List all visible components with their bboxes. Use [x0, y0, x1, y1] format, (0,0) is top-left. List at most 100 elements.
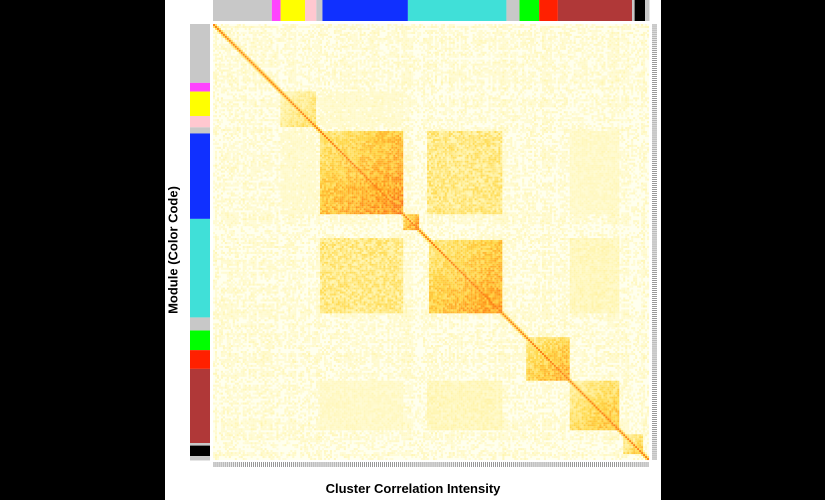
- heatmap-cell: [603, 64, 605, 66]
- heatmap-cell: [613, 48, 615, 50]
- heatmap-cell: [316, 30, 318, 32]
- heatmap-cell: [292, 40, 294, 42]
- heatmap-cell: [546, 42, 548, 44]
- heatmap-cell: [542, 60, 544, 62]
- heatmap-cell: [344, 32, 346, 34]
- heatmap-cell: [594, 32, 596, 34]
- heatmap-cell: [284, 50, 286, 52]
- heatmap-cell: [280, 50, 282, 52]
- heatmap-cell: [522, 64, 524, 66]
- heatmap-cell: [558, 68, 560, 70]
- heatmap-cell: [522, 26, 524, 28]
- heatmap-cell: [263, 66, 265, 68]
- heatmap-cell: [280, 32, 282, 34]
- heatmap-cell: [504, 66, 506, 68]
- heatmap-cell: [320, 54, 322, 56]
- heatmap-cell: [298, 40, 300, 42]
- heatmap-cell: [372, 52, 374, 54]
- heatmap-cell: [520, 64, 522, 66]
- heatmap-cell: [439, 34, 441, 36]
- heatmap-cell: [235, 46, 237, 48]
- heatmap-cell: [290, 52, 292, 54]
- heatmap-cell: [225, 66, 227, 68]
- heatmap-cell: [494, 54, 496, 56]
- heatmap-cell: [595, 32, 597, 34]
- heatmap-cell: [348, 26, 350, 28]
- heatmap-cell: [554, 38, 556, 40]
- heatmap-cell: [235, 26, 237, 28]
- heatmap-cell: [568, 38, 570, 40]
- heatmap-cell: [360, 34, 362, 36]
- heatmap-cell: [594, 34, 596, 36]
- heatmap-cell: [445, 40, 447, 42]
- heatmap-cell: [594, 38, 596, 40]
- heatmap-cell: [259, 42, 261, 44]
- heatmap-cell: [488, 34, 490, 36]
- heatmap-cell: [221, 70, 223, 72]
- heatmap-cell: [308, 32, 310, 34]
- heatmap-cell: [395, 36, 397, 38]
- heatmap-cell: [631, 48, 633, 50]
- heatmap-cell: [263, 50, 265, 52]
- heatmap-cell: [213, 40, 215, 42]
- heatmap-cell: [502, 46, 504, 48]
- heatmap-cell: [377, 38, 379, 40]
- heatmap-cell: [532, 62, 534, 64]
- heatmap-cell: [481, 32, 483, 34]
- heatmap-cell: [623, 48, 625, 50]
- heatmap-cell: [324, 46, 326, 48]
- heatmap-cell: [423, 46, 425, 48]
- heatmap-cell: [595, 48, 597, 50]
- heatmap-cell: [467, 36, 469, 38]
- heatmap-cell: [437, 54, 439, 56]
- heatmap-cell: [395, 68, 397, 70]
- heatmap-cell: [245, 54, 247, 56]
- heatmap-cell: [586, 24, 588, 26]
- heatmap-cell: [540, 28, 542, 30]
- heatmap-cell: [294, 36, 296, 38]
- heatmap-cell: [288, 26, 290, 28]
- heatmap-cell: [611, 44, 613, 46]
- heatmap-cell: [358, 30, 360, 32]
- heatmap-cell: [261, 54, 263, 56]
- heatmap-cell: [405, 68, 407, 70]
- heatmap-cell: [582, 34, 584, 36]
- heatmap-cell: [354, 62, 356, 64]
- heatmap-cell: [582, 26, 584, 28]
- heatmap-cell: [488, 66, 490, 68]
- heatmap-cell: [338, 30, 340, 32]
- heatmap-cell: [344, 66, 346, 68]
- heatmap-cell: [403, 36, 405, 38]
- heatmap-cell: [637, 26, 639, 28]
- heatmap-cell: [332, 46, 334, 48]
- heatmap-cell: [564, 40, 566, 42]
- heatmap-cell: [558, 42, 560, 44]
- heatmap-cell: [360, 48, 362, 50]
- heatmap-cell: [647, 46, 649, 48]
- heatmap-cell: [435, 66, 437, 68]
- heatmap-cell: [641, 34, 643, 36]
- heatmap-cell: [607, 26, 609, 28]
- heatmap-cell: [502, 52, 504, 54]
- heatmap-cell: [306, 44, 308, 46]
- heatmap-cell: [267, 40, 269, 42]
- heatmap-cell: [637, 50, 639, 52]
- heatmap-cell: [370, 40, 372, 42]
- heatmap-cell: [286, 28, 288, 30]
- heatmap-cell: [479, 36, 481, 38]
- heatmap-cell: [344, 48, 346, 50]
- heatmap-cell: [294, 32, 296, 34]
- heatmap-cell: [578, 30, 580, 32]
- heatmap-cell: [601, 46, 603, 48]
- heatmap-cell: [393, 50, 395, 52]
- heatmap-cell: [613, 34, 615, 36]
- heatmap-cell: [449, 44, 451, 46]
- heatmap-cell: [290, 24, 292, 26]
- heatmap-cell: [542, 28, 544, 30]
- heatmap-cell: [249, 46, 251, 48]
- heatmap-cell: [415, 58, 417, 60]
- heatmap-cell: [247, 36, 249, 38]
- heatmap-cell: [492, 68, 494, 70]
- heatmap-cell: [352, 52, 354, 54]
- heatmap-cell: [461, 66, 463, 68]
